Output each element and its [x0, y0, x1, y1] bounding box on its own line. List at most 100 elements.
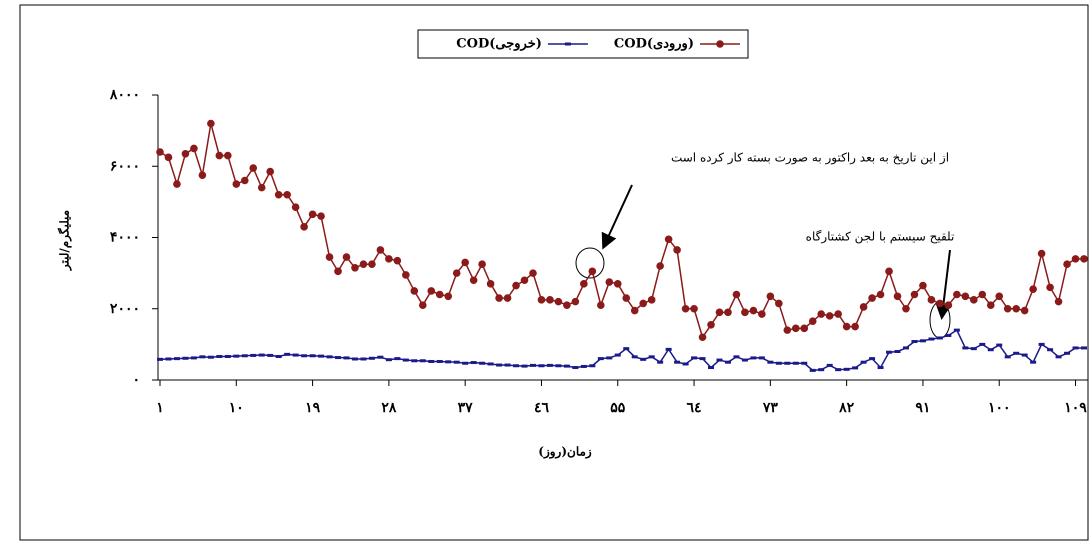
point [681, 304, 690, 313]
point [241, 354, 248, 358]
point [809, 368, 816, 372]
point [631, 355, 638, 359]
point [868, 294, 876, 302]
point [267, 353, 274, 357]
point [368, 356, 375, 360]
point [173, 180, 181, 188]
point [504, 363, 511, 367]
point [275, 354, 282, 358]
x-tick-label: ۸۲ [838, 400, 855, 416]
point [962, 346, 969, 350]
point [1030, 360, 1037, 364]
legend-label: COD(ورودی) [614, 37, 694, 52]
point [623, 347, 630, 351]
x-tick-label: ۲۸ [381, 400, 397, 416]
point [986, 301, 995, 309]
point [750, 356, 757, 360]
point [182, 356, 189, 360]
x-tick-label: ۱۰ [229, 400, 244, 416]
point [496, 363, 503, 367]
point [732, 290, 741, 299]
point [1072, 346, 1079, 350]
point [469, 276, 478, 285]
point [479, 361, 486, 365]
point [1020, 306, 1029, 315]
point [1047, 348, 1054, 352]
point [233, 354, 240, 358]
point [199, 355, 206, 359]
point [1063, 260, 1071, 269]
point [792, 361, 799, 365]
point [529, 269, 537, 277]
point [224, 151, 232, 160]
point [639, 299, 647, 308]
point [825, 312, 834, 320]
point [291, 203, 300, 212]
annotation: تلقیح سیستم با لجن کشتارگاه [806, 230, 955, 244]
annotation: از این تاریخ به بعد راکتور به صورت بسته … [671, 151, 949, 165]
point [554, 297, 563, 306]
point [995, 292, 1004, 301]
point [945, 333, 952, 337]
point [588, 267, 597, 276]
point [674, 360, 681, 364]
point [317, 212, 325, 220]
point [435, 290, 444, 299]
point [207, 119, 215, 128]
point [563, 364, 570, 368]
point [360, 357, 367, 361]
point [826, 363, 833, 367]
point [445, 360, 452, 364]
point [157, 357, 163, 361]
point [377, 355, 384, 359]
point [690, 304, 698, 313]
point [258, 353, 265, 357]
point [1055, 355, 1062, 359]
point [376, 246, 385, 254]
point [318, 354, 325, 358]
x-tick-label: ۱ [156, 400, 164, 416]
point [893, 292, 902, 301]
legend-marker [716, 40, 724, 48]
point [775, 299, 783, 308]
point [597, 357, 604, 361]
point [1013, 351, 1020, 355]
point [580, 280, 588, 288]
point [418, 301, 427, 309]
point [393, 256, 402, 265]
point [394, 357, 401, 361]
point [876, 290, 885, 299]
point [513, 364, 520, 368]
point [648, 355, 655, 359]
point [546, 363, 553, 367]
point [411, 359, 418, 363]
point [410, 287, 419, 295]
point [428, 359, 435, 363]
x-tick-label: ٦٤ [687, 400, 702, 416]
point [842, 322, 851, 331]
point [919, 281, 927, 290]
point [664, 235, 673, 244]
point [249, 164, 258, 172]
point [859, 303, 868, 311]
point [478, 260, 486, 269]
point [520, 276, 529, 285]
point [529, 363, 536, 367]
point [224, 354, 231, 358]
point [783, 326, 792, 334]
point [1037, 249, 1046, 258]
point [165, 357, 172, 361]
x-tick-label: ۱۰۹ [1064, 400, 1087, 416]
point [801, 361, 808, 365]
point [834, 310, 842, 318]
point [173, 357, 180, 361]
point [733, 355, 740, 359]
point [503, 294, 512, 302]
point [1021, 353, 1028, 357]
point [486, 280, 495, 288]
point [724, 308, 732, 317]
annotation-circle [575, 247, 605, 279]
point [580, 364, 587, 368]
point [1004, 355, 1011, 359]
